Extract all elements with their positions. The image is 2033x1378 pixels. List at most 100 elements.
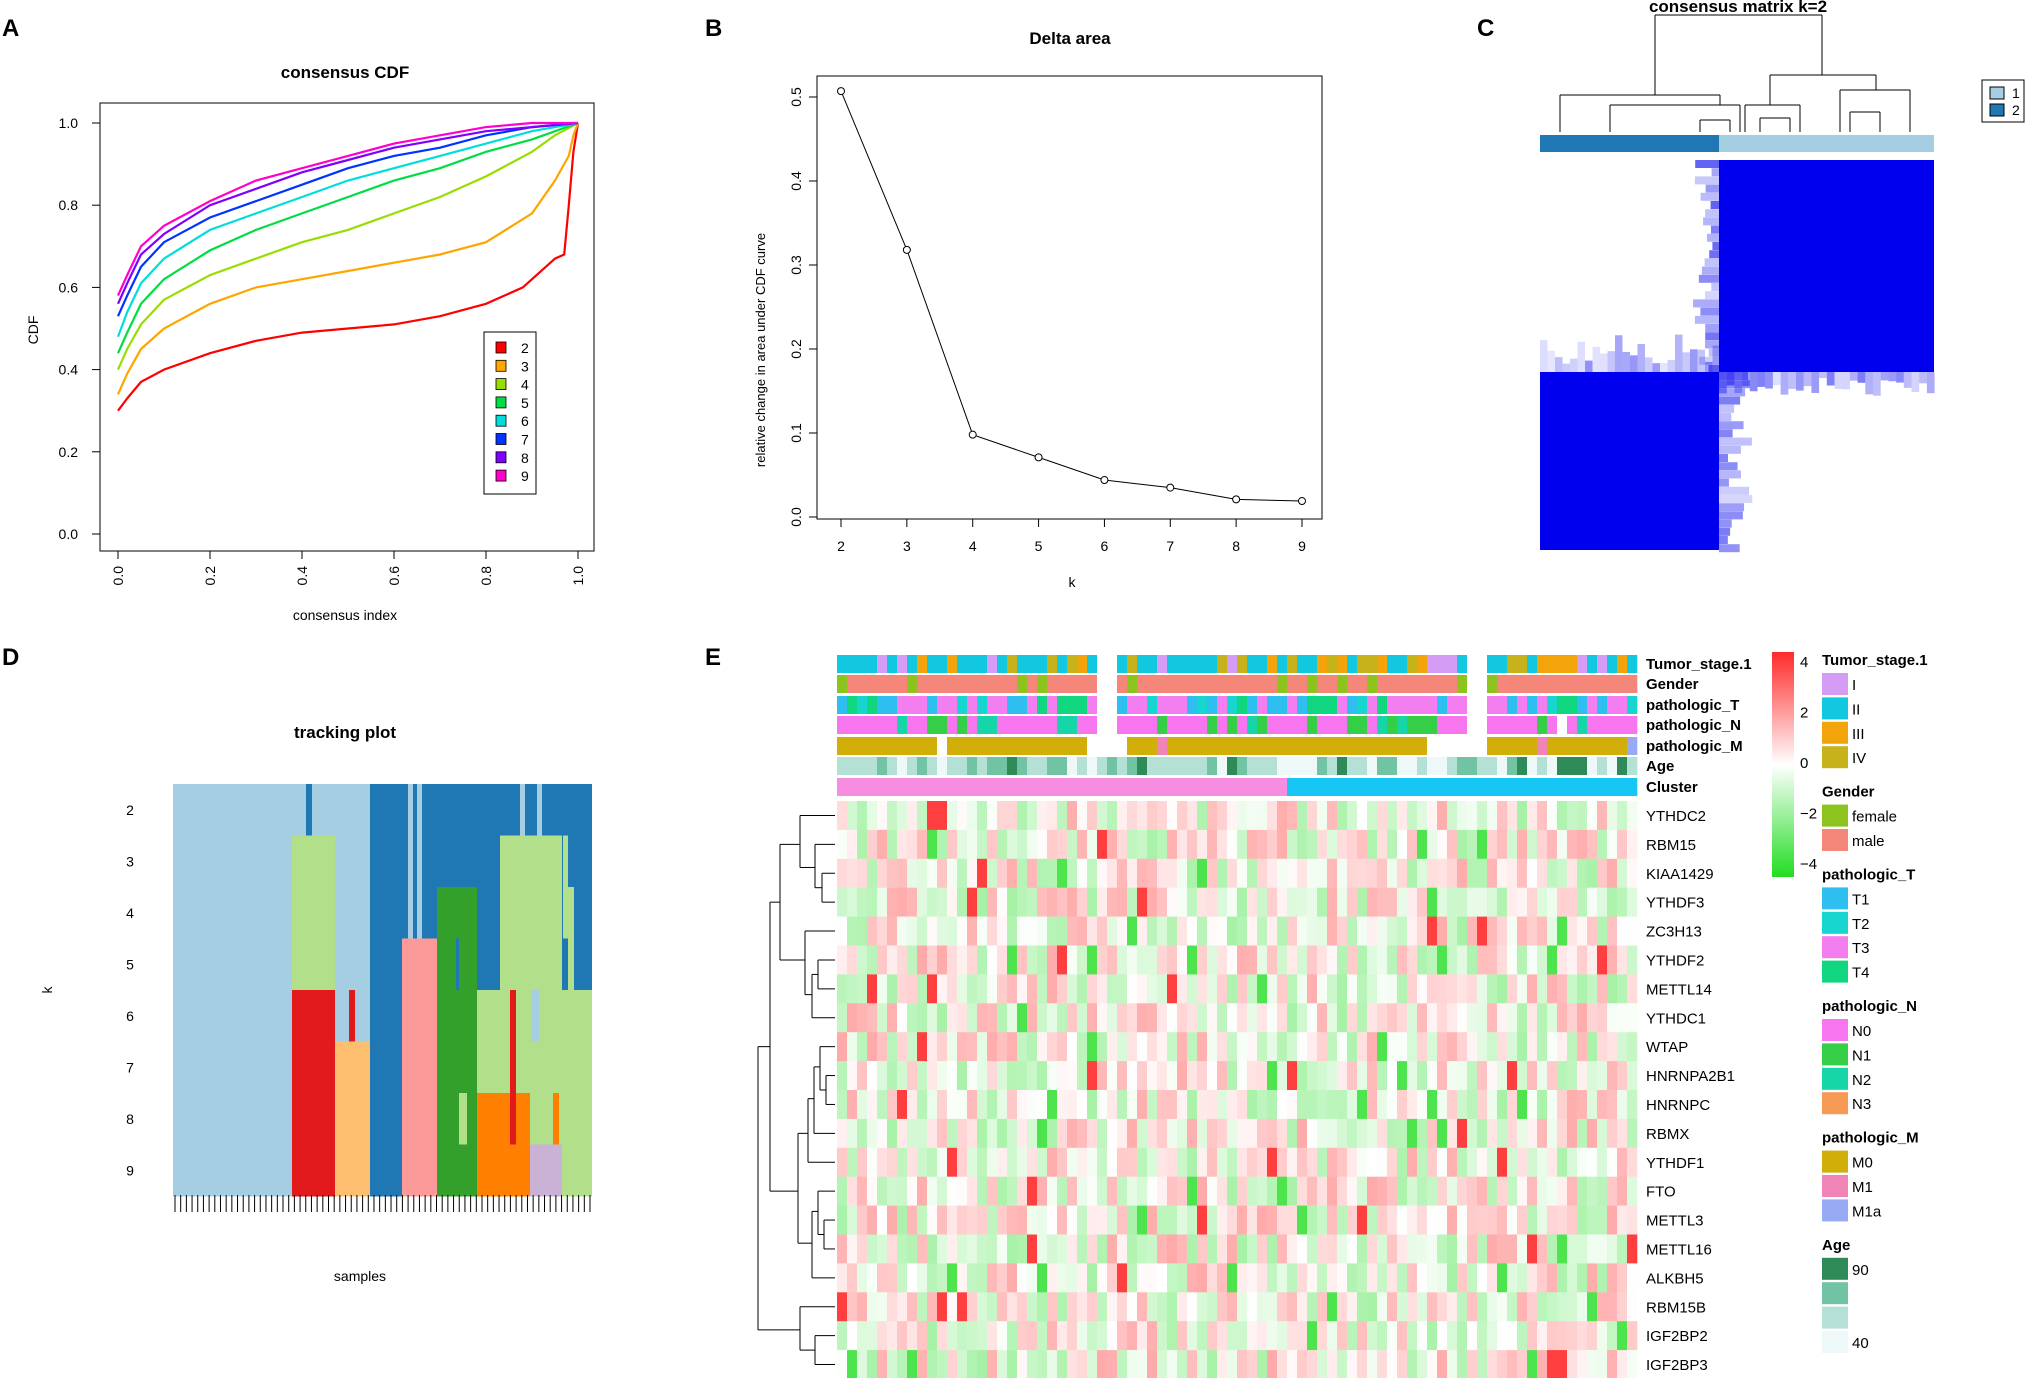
- heatmap-cell: [1237, 887, 1248, 917]
- heatmap-cell: [997, 801, 1008, 831]
- heatmap-cell: [1407, 1350, 1418, 1378]
- track-cluster: [947, 778, 958, 796]
- heatmap-cell: [927, 916, 938, 946]
- track-pathologic-n: [887, 716, 898, 734]
- heatmap-cell: [847, 1263, 858, 1293]
- heatmap-cell: [1367, 1061, 1378, 1091]
- heatmap-cell: [1147, 1321, 1158, 1351]
- heatmap-cell: [867, 1061, 878, 1091]
- track-gender: [1137, 675, 1148, 693]
- heatmap-cell: [1397, 1234, 1408, 1264]
- consensus-fuzz: [1697, 349, 1705, 372]
- tracking-stripe: [531, 990, 539, 1042]
- tracking-cell: [437, 1144, 477, 1197]
- consensus-legend-label-2: 2: [2012, 102, 2020, 118]
- heatmap-cell: [1447, 974, 1458, 1004]
- track-age: [1267, 757, 1278, 775]
- track-cluster: [1017, 778, 1028, 796]
- heatmap-cell: [1487, 801, 1498, 831]
- heatmap-cell: [1107, 1061, 1118, 1091]
- heatmap-cell: [1077, 1090, 1088, 1120]
- delta-point-k6: [1100, 476, 1109, 485]
- heatmap-cell: [847, 916, 858, 946]
- track-pathologic-t: [1127, 696, 1138, 714]
- consensus-fuzz: [1788, 372, 1796, 389]
- consensus-fuzz: [1719, 544, 1740, 553]
- track-cluster: [1057, 778, 1068, 796]
- cdf-curve-k8: [116, 121, 579, 305]
- track-gender: [987, 675, 998, 693]
- heatmap-cell: [847, 1292, 858, 1322]
- tracking-cell: [370, 938, 402, 991]
- consensus-fuzz: [1719, 454, 1729, 462]
- track-tumor-stage: [887, 655, 898, 673]
- heatmap-cell: [1517, 1350, 1528, 1378]
- heatmap-cell: [1467, 1263, 1478, 1293]
- heatmap-cell: [1087, 916, 1098, 946]
- track-tumor-stage: [1067, 655, 1078, 673]
- heatmap-cell: [877, 1350, 888, 1378]
- heatmap-cell: [1597, 916, 1608, 946]
- track-pathologic-n: [1227, 716, 1238, 734]
- track-pathologic-t: [1207, 696, 1218, 714]
- consensus-fuzz: [1675, 334, 1683, 372]
- heatmap-cell: [1337, 829, 1348, 860]
- heatmap-cell: [1557, 1350, 1568, 1378]
- heatmap-cell: [857, 858, 868, 888]
- cdf-y-tick-label: 0.2: [59, 444, 79, 460]
- heatmap-cell: [1517, 916, 1528, 946]
- consensus-fuzz: [1712, 345, 1720, 372]
- heatmap-cell: [1157, 916, 1168, 946]
- track-age: [1057, 757, 1068, 775]
- heatmap-cell: [957, 1321, 968, 1351]
- heatmap-cell: [1137, 1176, 1148, 1206]
- heatmap-cell: [1227, 1090, 1238, 1120]
- heatmap-cell: [897, 1147, 908, 1177]
- heatmap-cell: [1367, 1350, 1378, 1378]
- heatmap-cell: [917, 1032, 928, 1062]
- heatmap-cell: [1367, 801, 1378, 831]
- cdf-y-ticks: 0.00.20.40.60.81.0: [59, 115, 100, 542]
- heatmap-cell: [1057, 1263, 1068, 1293]
- heatmap-cell: [1537, 1090, 1548, 1120]
- heatmap-cell: [1237, 829, 1248, 860]
- legend-swatch: [1822, 1043, 1848, 1066]
- heatmap-cell: [917, 1061, 928, 1091]
- track-gender: [1287, 675, 1298, 693]
- heatmap-cell: [967, 801, 978, 831]
- tracking-cell: [402, 990, 437, 1042]
- heatmap-cell: [1257, 1147, 1268, 1177]
- heatmap-cell: [1337, 1350, 1348, 1378]
- heatmap-cell: [1507, 801, 1518, 831]
- tracking-cell: [173, 1093, 292, 1145]
- track-age: [1277, 757, 1288, 775]
- heatmap-cell: [967, 1234, 978, 1264]
- heatmap-cell: [877, 1147, 888, 1177]
- consensus-dendrogram: [1559, 14, 1911, 132]
- consensus-fuzz: [1710, 225, 1719, 234]
- heatmap-cell: [1207, 945, 1218, 975]
- track-cluster: [887, 778, 898, 796]
- gene-label: YTHDC2: [1646, 808, 1706, 825]
- track-tumor-stage: [1427, 655, 1438, 673]
- heatmap-cell: [1407, 1032, 1418, 1062]
- heatmap-cell: [1427, 1176, 1438, 1206]
- cdf-title: consensus CDF: [281, 63, 409, 82]
- heatmap-cell: [1277, 1032, 1288, 1062]
- tracking-stripe: [520, 784, 525, 836]
- heatmap-cell: [1477, 945, 1488, 975]
- track-pathologic-t: [1527, 696, 1538, 714]
- heatmap-cell: [1357, 1234, 1368, 1264]
- track-age: [1257, 757, 1268, 775]
- heatmap-cell: [937, 1176, 948, 1206]
- heatmap-cell: [907, 1003, 918, 1033]
- heatmap-cell: [1487, 945, 1498, 975]
- heatmap-cell: [1127, 974, 1138, 1004]
- track-pathologic-t: [917, 696, 928, 714]
- heatmap-cell: [1577, 887, 1588, 917]
- heatmap-cell: [1137, 974, 1148, 1004]
- heatmap-cell: [1127, 1350, 1138, 1378]
- heatmap-cell: [1257, 916, 1268, 946]
- heatmap-cell: [1617, 1032, 1628, 1062]
